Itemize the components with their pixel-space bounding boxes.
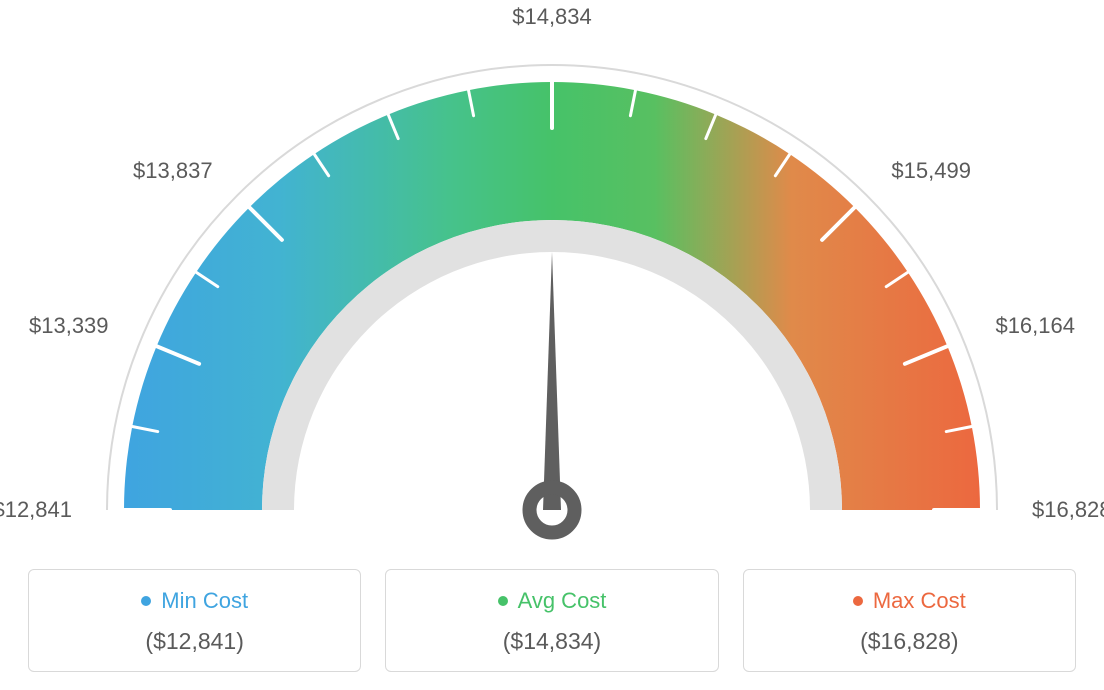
legend-title-avg: Avg Cost: [396, 588, 707, 614]
tick-label: $16,164: [995, 313, 1075, 339]
legend-row: Min Cost ($12,841) Avg Cost ($14,834) Ma…: [0, 569, 1104, 672]
legend-title-min: Min Cost: [39, 588, 350, 614]
legend-value-avg: ($14,834): [396, 628, 707, 655]
cost-gauge-container: $12,841 $13,339 $13,837 $14,834 $15,499 $16,1…: [0, 0, 1104, 690]
legend-card-max: Max Cost ($16,828): [743, 569, 1076, 672]
gauge-area: $12,841 $13,339 $13,837 $14,834 $15,499 $16,1…: [0, 0, 1104, 540]
tick-label: $16,828: [1032, 497, 1104, 523]
legend-title-max: Max Cost: [754, 588, 1065, 614]
legend-card-min: Min Cost ($12,841): [28, 569, 361, 672]
tick-label: $14,834: [512, 4, 592, 30]
gauge-chart: [0, 0, 1104, 560]
dot-icon: [498, 596, 508, 606]
tick-label: $15,499: [891, 158, 971, 184]
legend-title-text: Min Cost: [161, 588, 248, 614]
tick-label: $12,841: [0, 497, 72, 523]
needle: [543, 252, 561, 510]
legend-card-avg: Avg Cost ($14,834): [385, 569, 718, 672]
tick-label: $13,837: [133, 158, 213, 184]
tick-label: $13,339: [29, 313, 109, 339]
dot-icon: [141, 596, 151, 606]
legend-value-max: ($16,828): [754, 628, 1065, 655]
dot-icon: [853, 596, 863, 606]
legend-title-text: Max Cost: [873, 588, 966, 614]
legend-title-text: Avg Cost: [518, 588, 607, 614]
legend-value-min: ($12,841): [39, 628, 350, 655]
